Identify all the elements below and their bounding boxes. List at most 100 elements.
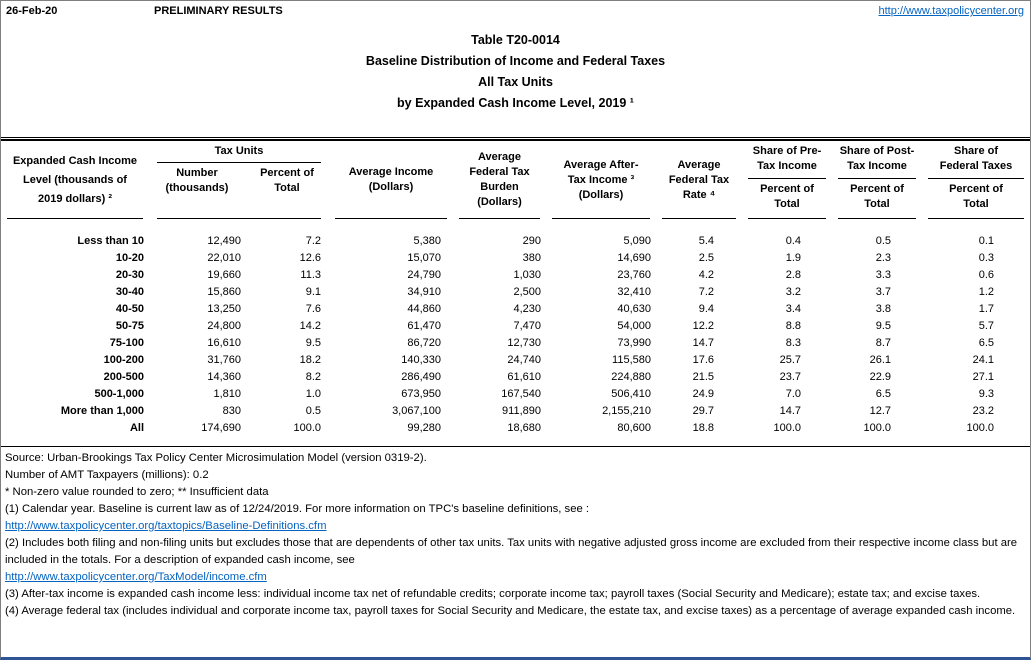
cell: 14.7 bbox=[779, 405, 801, 417]
cell: 286,490 bbox=[401, 371, 441, 383]
cell: 29.7 bbox=[692, 405, 714, 417]
cell: 5.4 bbox=[698, 235, 714, 247]
header-rule bbox=[7, 218, 143, 219]
tax-units-group-label: Tax Units bbox=[214, 145, 264, 157]
cell: 18,680 bbox=[507, 422, 541, 434]
cell: 25.7 bbox=[779, 354, 801, 366]
cell: 15,860 bbox=[207, 286, 241, 298]
cell: 140,330 bbox=[401, 354, 441, 366]
percent-of-total-subheader: Percent of Total bbox=[760, 183, 814, 210]
note-line: Number of AMT Taxpayers (millions): 0.2 bbox=[5, 469, 209, 481]
cell: 9.1 bbox=[305, 286, 321, 298]
cell: 34,910 bbox=[407, 286, 441, 298]
col-group-tax-units: Tax Units Number (thousands) Percent of … bbox=[149, 141, 329, 219]
col-header-income-level: Expanded Cash Income Level (thousands of… bbox=[1, 141, 149, 219]
cell: 673,950 bbox=[401, 388, 441, 400]
cell: 115,580 bbox=[612, 354, 651, 366]
cell: 26.1 bbox=[869, 354, 891, 366]
cell: 1.0 bbox=[305, 388, 321, 400]
cell: 13,250 bbox=[207, 303, 241, 315]
table-bottom-rule bbox=[1, 446, 1030, 447]
cell: 9.5 bbox=[305, 337, 321, 349]
cell: 6.5 bbox=[978, 337, 994, 349]
cell: 14.2 bbox=[299, 320, 321, 332]
cell: 100.0 bbox=[293, 422, 321, 434]
cell: 23.2 bbox=[972, 405, 994, 417]
col-header-average-after-tax-income: Average After- Tax Income ³ (Dollars) bbox=[546, 141, 656, 219]
table-top-rule bbox=[1, 137, 1030, 141]
cell: 100.0 bbox=[863, 422, 891, 434]
note-line: Source: Urban-Brookings Tax Policy Cente… bbox=[5, 452, 427, 464]
cell: 54,000 bbox=[617, 320, 651, 332]
note-line: (2) Includes both filing and non-filing … bbox=[5, 537, 1018, 566]
cell: 23,760 bbox=[617, 269, 651, 281]
cell: 14.7 bbox=[692, 337, 714, 349]
cell: 5.7 bbox=[978, 320, 994, 332]
row-label: Less than 10 bbox=[77, 235, 144, 247]
table-row: Less than 10 12,490 7.2 5,380 290 5,090 5.4 0.4… bbox=[1, 219, 1030, 250]
cell: 2.8 bbox=[785, 269, 801, 281]
header-rule bbox=[748, 218, 826, 219]
cell: 100.0 bbox=[773, 422, 801, 434]
note-line: * Non-zero value rounded to zero; ** Ins… bbox=[5, 486, 269, 498]
cell: 61,470 bbox=[407, 320, 441, 332]
site-link[interactable]: http://www.taxpolicycenter.org bbox=[878, 5, 1024, 17]
table-row: 200-500 14,360 8.2 286,490 61,610 224,880 21.5… bbox=[1, 369, 1030, 386]
cell: 8.2 bbox=[305, 371, 321, 383]
cell: 3.3 bbox=[875, 269, 891, 281]
header-rule bbox=[157, 218, 321, 219]
cell: 9.3 bbox=[978, 388, 994, 400]
cell: 23.7 bbox=[779, 371, 801, 383]
cell: 2.3 bbox=[875, 252, 891, 264]
share-title-rule bbox=[838, 178, 916, 179]
note-line: http://www.taxpolicycenter.org/TaxModel/… bbox=[5, 569, 1025, 586]
cell: 0.5 bbox=[305, 405, 321, 417]
status-label: PRELIMINARY RESULTS bbox=[154, 5, 283, 17]
cell: 1,030 bbox=[513, 269, 541, 281]
cell: 3.2 bbox=[785, 286, 801, 298]
cell: 24,800 bbox=[207, 320, 241, 332]
cell: 32,410 bbox=[617, 286, 651, 298]
row-label: More than 1,000 bbox=[60, 405, 144, 417]
cell: 7,470 bbox=[513, 320, 541, 332]
cell: 2,500 bbox=[513, 286, 541, 298]
cell: 174,690 bbox=[201, 422, 241, 434]
note-line: (3) After-tax income is expanded cash in… bbox=[5, 588, 981, 600]
cell: 506,410 bbox=[611, 388, 651, 400]
cell: 16,610 bbox=[207, 337, 241, 349]
header-rule bbox=[838, 218, 916, 219]
row-label: 10-20 bbox=[115, 252, 144, 264]
row-label: 75-100 bbox=[109, 337, 144, 349]
note-link[interactable]: http://www.taxpolicycenter.org/TaxModel/… bbox=[5, 571, 267, 583]
percent-of-total-subheader: Percent of Total bbox=[949, 183, 1003, 210]
cell: 224,880 bbox=[611, 371, 651, 383]
cell: 12.6 bbox=[299, 252, 321, 264]
header-rule bbox=[928, 218, 1024, 219]
cell: 21.5 bbox=[692, 371, 714, 383]
cell: 3.4 bbox=[785, 303, 801, 315]
cell: 0.5 bbox=[875, 235, 891, 247]
cell: 911,890 bbox=[502, 405, 541, 417]
row-label: All bbox=[129, 422, 144, 434]
table-title: Table T20-0014 Baseline Distribution of … bbox=[365, 33, 666, 110]
row-label: 500-1,000 bbox=[94, 388, 144, 400]
header-rule bbox=[552, 218, 650, 219]
cell: 24.1 bbox=[972, 354, 994, 366]
cell: 22,010 bbox=[207, 252, 241, 264]
cell: 2.5 bbox=[698, 252, 714, 264]
cell: 167,540 bbox=[501, 388, 541, 400]
cell: 44,860 bbox=[407, 303, 441, 315]
income-distribution-table: Expanded Cash Income Level (thousands of… bbox=[1, 141, 1030, 437]
table-row: More than 1,000 830 0.5 3,067,100 911,890 2,1… bbox=[1, 403, 1030, 420]
table-body: Less than 10 12,490 7.2 5,380 290 5,090 5.4 0.4… bbox=[1, 219, 1030, 437]
cell: 73,990 bbox=[617, 337, 651, 349]
note-link[interactable]: http://www.taxpolicycenter.org/taxtopics… bbox=[5, 520, 327, 532]
table-row: 30-40 15,860 9.1 34,910 2,500 32,410 7.2 3.2 3.7… bbox=[1, 284, 1030, 301]
cell: 8.8 bbox=[785, 320, 801, 332]
cell: 0.3 bbox=[978, 252, 994, 264]
table-row: 50-75 24,800 14.2 61,470 7,470 54,000 12.2 8.8 9… bbox=[1, 318, 1030, 335]
col-header-share-federal-taxes: Share of Federal Taxes Percent of Total bbox=[922, 141, 1030, 219]
group-rule bbox=[157, 162, 321, 163]
note-line: (4) Average federal tax (includes indivi… bbox=[5, 605, 1016, 617]
cell: 61,610 bbox=[507, 371, 541, 383]
